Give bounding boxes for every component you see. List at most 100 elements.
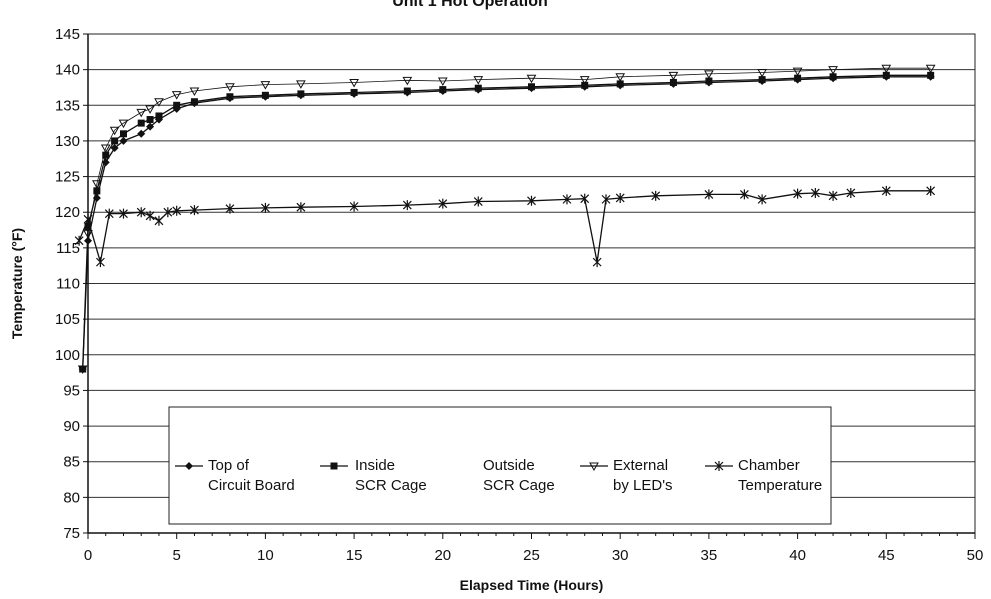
- x-tick-label-25: 25: [523, 547, 540, 564]
- data-point-0-5: [119, 136, 128, 145]
- series-line-0: [82, 76, 931, 370]
- data-point-4-19: [562, 194, 572, 205]
- data-point-4-33: [926, 185, 936, 196]
- data-point-1-23: [758, 76, 766, 84]
- y-tick-label-75: 75: [63, 525, 80, 542]
- data-point-4-10: [190, 205, 199, 216]
- data-point-0-7: [146, 122, 155, 131]
- data-point-3-25: [828, 66, 838, 75]
- data-point-3-21: [668, 71, 679, 81]
- y-axis-title: Temperature (°F): [9, 228, 25, 339]
- data-point-4-32: [881, 185, 891, 196]
- legend-marker-0: [185, 462, 193, 470]
- legend-item-1: Inside SCR Cage: [320, 457, 427, 494]
- y-tick-label-130: 130: [55, 133, 80, 150]
- data-point-3-5: [118, 119, 129, 129]
- x-tick-label-50: 50: [967, 547, 984, 564]
- data-point-4-3: [104, 208, 114, 219]
- data-point-1-0: [79, 365, 87, 373]
- data-point-1-3: [102, 151, 110, 159]
- data-point-3-14: [349, 78, 359, 88]
- data-point-4-2: [95, 257, 105, 268]
- x-tick-label-35: 35: [701, 547, 718, 564]
- data-point-1-18: [528, 83, 535, 91]
- data-point-1-11: [226, 93, 234, 101]
- data-point-4-15: [402, 200, 412, 211]
- data-point-1-25: [829, 73, 837, 81]
- data-point-4-24: [651, 190, 661, 201]
- data-point-3-27: [925, 64, 936, 74]
- data-point-4-6: [145, 210, 155, 221]
- x-tick-label-10: 10: [257, 547, 274, 564]
- data-point-4-28: [793, 188, 803, 199]
- series-4: [74, 185, 936, 268]
- legend-label-0-line2: Circuit Board: [208, 477, 295, 494]
- y-tick-label-105: 105: [55, 311, 80, 328]
- data-point-1-20: [616, 80, 624, 88]
- data-point-1-7: [146, 116, 154, 124]
- data-point-4-21: [592, 257, 602, 268]
- data-point-3-6: [136, 108, 147, 118]
- x-tick-label-40: 40: [789, 547, 806, 564]
- legend-label-1-line1: Inside: [355, 457, 395, 474]
- y-tick-label-125: 125: [55, 169, 80, 186]
- data-point-4-22: [601, 194, 611, 205]
- y-tick-label-95: 95: [63, 382, 80, 399]
- data-point-1-21: [669, 78, 677, 86]
- data-point-1-16: [439, 86, 447, 94]
- legend-item-4: Chamber Temperature: [705, 457, 822, 494]
- y-tick-label-85: 85: [63, 454, 80, 471]
- data-point-3-7: [145, 105, 155, 114]
- data-point-1-24: [794, 74, 802, 82]
- data-point-1-4: [111, 137, 119, 145]
- data-point-3-24: [792, 67, 803, 77]
- series-line-4: [78, 190, 931, 263]
- legend-label-4-line2: Temperature: [738, 477, 822, 494]
- data-point-0-4: [110, 144, 119, 153]
- data-point-1-10: [190, 98, 198, 106]
- data-point-4-17: [473, 196, 483, 207]
- data-point-3-16: [437, 77, 448, 87]
- data-point-4-18: [527, 195, 536, 206]
- data-point-3-17: [473, 76, 484, 85]
- data-point-4-31: [846, 187, 856, 198]
- legend-label-1-line2: SCR Cage: [355, 477, 427, 494]
- x-axis-title: Elapsed Time (Hours): [460, 577, 604, 593]
- data-point-1-27: [927, 71, 935, 79]
- data-point-4-12: [260, 202, 270, 213]
- x-tick-label-0: 0: [84, 547, 92, 564]
- data-point-4-9: [172, 205, 182, 216]
- y-tick-label-140: 140: [55, 62, 80, 79]
- data-point-4-13: [296, 202, 306, 213]
- data-point-4-25: [704, 189, 714, 200]
- data-point-1-5: [119, 130, 127, 138]
- axes: 7580859095100105110115120125130135140145…: [55, 26, 983, 564]
- legend-item-2: Outside SCR Cage: [483, 457, 555, 494]
- y-tick-label-120: 120: [55, 204, 80, 221]
- data-point-0-6: [137, 129, 146, 138]
- data-point-1-2: [93, 187, 101, 195]
- data-point-4-8: [163, 207, 173, 218]
- data-point-1-6: [137, 119, 145, 127]
- y-tick-label-90: 90: [63, 418, 80, 435]
- data-point-4-7: [154, 215, 164, 226]
- data-point-3-11: [225, 83, 235, 92]
- data-point-1-14: [350, 88, 358, 96]
- y-tick-label-135: 135: [55, 97, 80, 114]
- legend-marker-1: [330, 462, 338, 470]
- legend-item-0: Top of Circuit Board: [175, 457, 295, 494]
- data-point-1-1: [84, 222, 92, 230]
- legend-marker-3: [589, 462, 599, 472]
- y-tick-label-115: 115: [56, 240, 80, 257]
- data-point-3-0: [77, 365, 88, 375]
- y-tick-label-145: 145: [55, 26, 80, 43]
- data-point-1-8: [155, 112, 163, 120]
- y-tick-label-110: 110: [56, 276, 80, 293]
- data-point-1-12: [261, 91, 269, 99]
- data-point-3-20: [615, 73, 626, 82]
- data-point-4-4: [119, 208, 128, 219]
- data-point-1-9: [173, 101, 181, 109]
